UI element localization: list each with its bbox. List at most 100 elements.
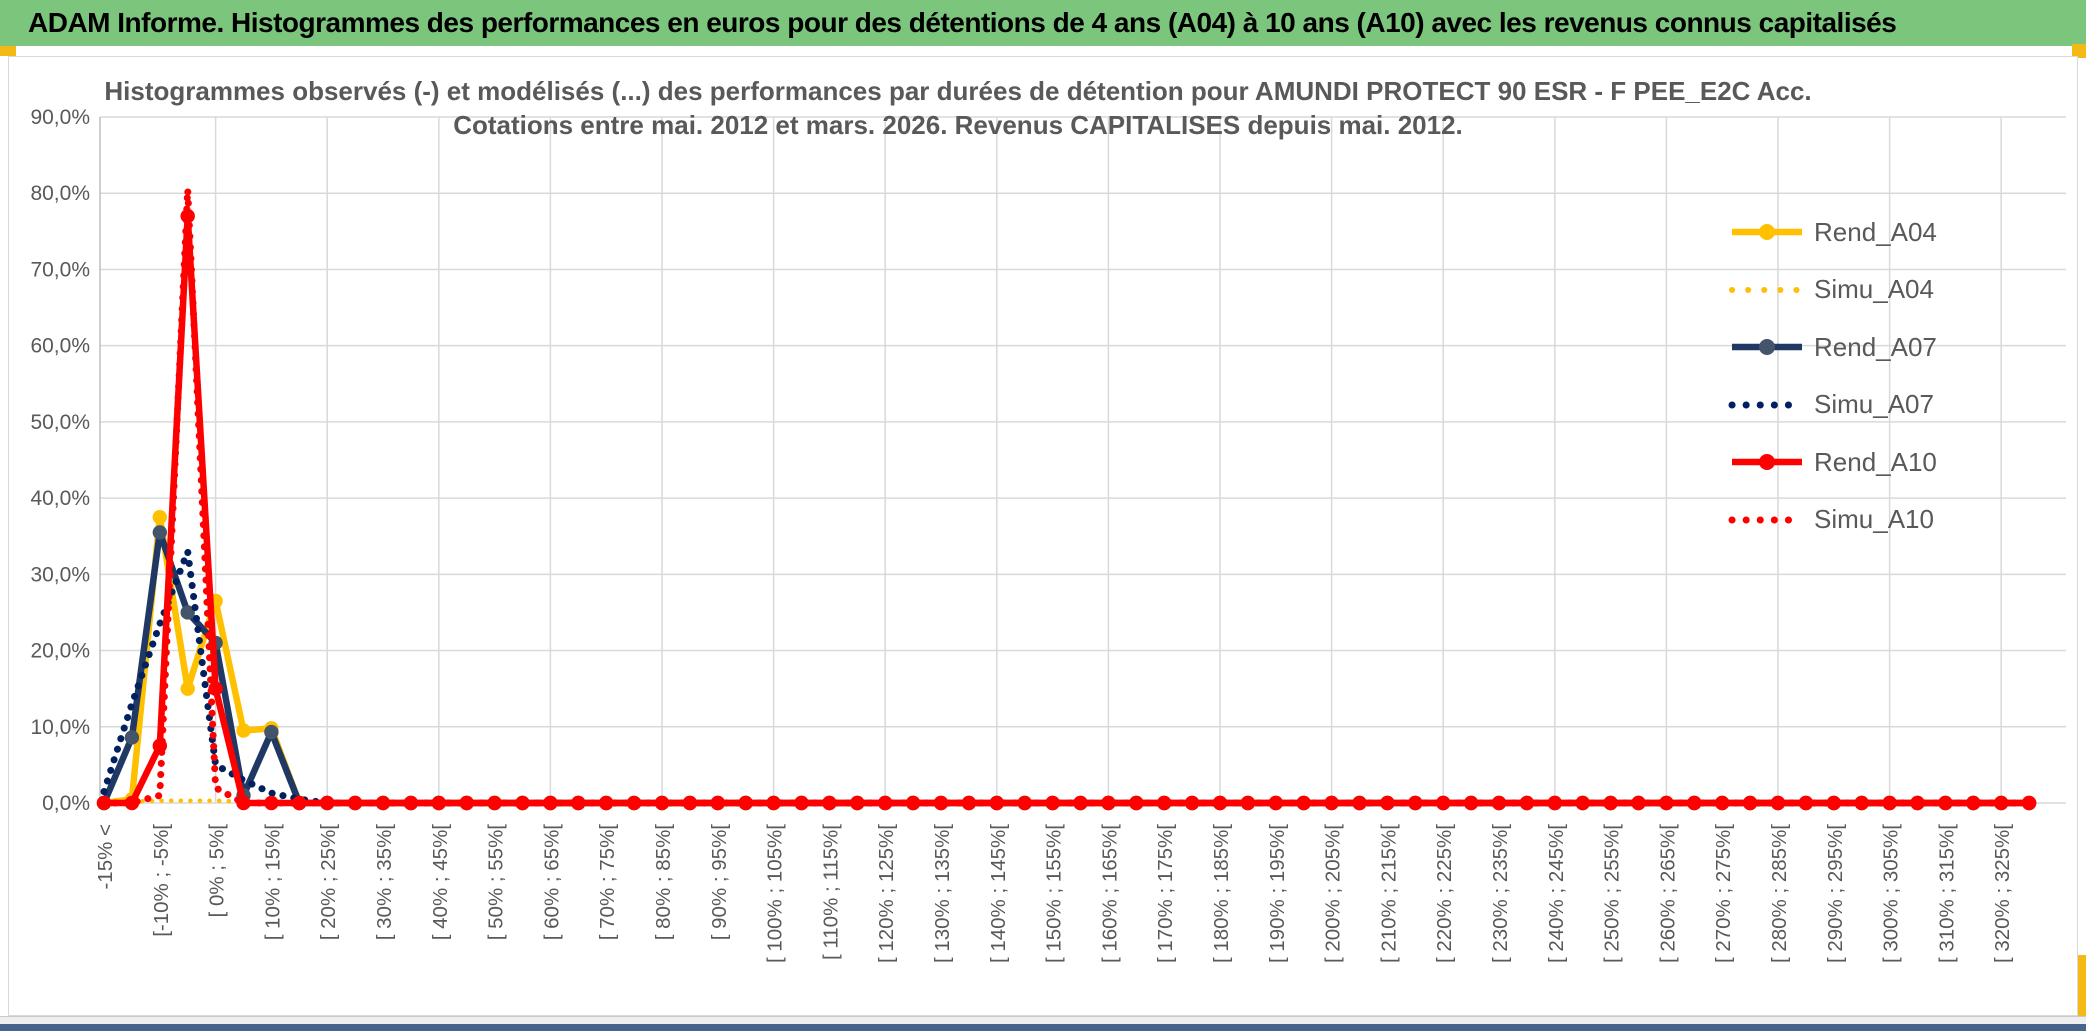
x-tick-label: [ 320% ; 325%[ bbox=[1991, 824, 2014, 963]
x-tick-label: [ 20% ; 25%[ bbox=[317, 824, 340, 941]
x-tick-label: [ 30% ; 35%[ bbox=[373, 824, 396, 941]
x-tick-label: [ 170% ; 175%[ bbox=[1154, 824, 1177, 963]
x-tick-label: [ 50% ; 55%[ bbox=[485, 824, 508, 941]
chart-title-line1: Histogrammes observés (-) et modélisés (… bbox=[104, 76, 1811, 106]
series-lines bbox=[96, 189, 2037, 811]
legend-sample-solid bbox=[1732, 224, 1802, 240]
marker-Rend_A10 bbox=[989, 795, 1004, 811]
x-tick-label: [ 250% ; 255%[ bbox=[1601, 824, 1624, 963]
marker-Rend_A10 bbox=[1045, 795, 1060, 811]
accent-top-right bbox=[2072, 44, 2086, 58]
y-tick-label: 20,0% bbox=[30, 640, 90, 663]
x-tick-label: [ 90% ; 95%[ bbox=[708, 824, 731, 941]
x-tick-label: [ 240% ; 245%[ bbox=[1545, 824, 1568, 963]
chart-area[interactable] bbox=[8, 56, 2078, 1016]
marker-Rend_A10 bbox=[1966, 795, 1981, 811]
marker-Rend_A07 bbox=[180, 605, 195, 620]
x-tick-label: [ 140% ; 145%[ bbox=[987, 824, 1010, 963]
marker-Rend_A10 bbox=[933, 795, 949, 811]
x-tick-label: [-10% ; -5%[ bbox=[150, 824, 173, 937]
y-tick-label: 60,0% bbox=[30, 335, 90, 358]
series-Rend_A07[interactable] bbox=[101, 529, 2030, 807]
legend-label: Simu_A04 bbox=[1814, 274, 1934, 304]
x-tick-label: -15% < bbox=[94, 824, 117, 890]
x-tick-label: [ 110% ; 115%[ bbox=[819, 824, 842, 960]
marker-Rend_A04 bbox=[180, 681, 195, 696]
x-tick-label: [ 130% ; 135%[ bbox=[931, 824, 954, 963]
marker-Rend_A10 bbox=[878, 795, 893, 811]
legend-entry-Rend_A07[interactable]: Rend_A07 bbox=[1728, 319, 1937, 375]
marker-Rend_A04 bbox=[236, 723, 251, 738]
legend-entry-Simu_A04[interactable]: Simu_A04 bbox=[1728, 262, 1934, 318]
x-tick-label: [ 40% ; 45%[ bbox=[429, 824, 452, 941]
x-tick-label: [ 100% ; 105%[ bbox=[764, 824, 787, 963]
marker-Rend_A10 bbox=[1798, 795, 1814, 811]
accent-right-edge bbox=[2076, 955, 2086, 1017]
x-tick-label: [ 60% ; 65%[ bbox=[540, 824, 563, 941]
window-bottom-strip bbox=[0, 1016, 2086, 1025]
legend-label: Simu_A07 bbox=[1814, 389, 1934, 419]
marker-Rend_A10 bbox=[1268, 795, 1284, 811]
legend-label: Simu_A10 bbox=[1814, 504, 1934, 534]
marker-Rend_A10 bbox=[766, 795, 781, 811]
series-Simu_A10[interactable] bbox=[100, 189, 2033, 807]
y-tick-label: 90,0% bbox=[30, 106, 90, 129]
y-tick-label: 10,0% bbox=[30, 716, 90, 739]
marker-Rend_A10 bbox=[292, 795, 307, 811]
marker-Rend_A10 bbox=[1324, 795, 1339, 811]
x-tick-label: [ 150% ; 155%[ bbox=[1043, 824, 1066, 963]
x-tick-label: [ 160% ; 165%[ bbox=[1098, 824, 1121, 963]
chart-title-line2: Cotations entre mai. 2012 et mars. 2026.… bbox=[453, 110, 1463, 140]
y-tick-label: 40,0% bbox=[30, 487, 90, 510]
series-Simu_A07[interactable] bbox=[100, 550, 2033, 807]
marker-Rend_A10 bbox=[1436, 795, 1451, 811]
x-tick-label: [ 180% ; 185%[ bbox=[1210, 824, 1233, 963]
marker-Rend_A10 bbox=[1101, 795, 1116, 811]
marker-Rend_A10 bbox=[1910, 795, 1925, 811]
legend-entry-Rend_A04[interactable]: Rend_A04 bbox=[1728, 204, 1937, 260]
legend-sample-solid bbox=[1732, 339, 1802, 355]
marker-Rend_A07 bbox=[264, 724, 279, 740]
y-tick-label: 30,0% bbox=[30, 563, 90, 586]
marker-Rend_A10 bbox=[1380, 795, 1395, 811]
y-axis-labels: 0,0% 10,0% 20,0% 30,0% 40,0% 50,0% 60,0% 70,0% 8… bbox=[30, 106, 90, 815]
x-tick-label: [ 190% ; 195%[ bbox=[1266, 824, 1289, 963]
legend-sample-dotted bbox=[1728, 516, 1806, 523]
x-tick-label: [ 270% ; 275%[ bbox=[1712, 824, 1735, 963]
legend-entry-Rend_A10[interactable]: Rend_A10 bbox=[1728, 434, 1937, 490]
marker-Rend_A10 bbox=[1212, 795, 1228, 811]
x-tick-label: [ 80% ; 85%[ bbox=[652, 824, 675, 941]
x-axis-labels: -15% < [-10% ; -5%[[ 0% ; 5%[[ 10% ; 15%[… bbox=[94, 824, 2014, 963]
marker-Rend_A10 bbox=[403, 795, 419, 811]
marker-Rend_A10 bbox=[1157, 795, 1172, 811]
y-tick-label: 70,0% bbox=[30, 258, 90, 281]
x-tick-label: [ 260% ; 265%[ bbox=[1656, 824, 1679, 963]
marker-Rend_A10 bbox=[1742, 795, 1758, 811]
marker-Rend_A10 bbox=[710, 795, 725, 811]
marker-Rend_A07 bbox=[152, 525, 167, 540]
x-tick-label: [ 310% ; 315%[ bbox=[1935, 824, 1958, 963]
legend-label: Rend_A04 bbox=[1814, 216, 1937, 247]
x-tick-label: [ 220% ; 225%[ bbox=[1433, 824, 1456, 963]
x-tick-label: [ 70% ; 75%[ bbox=[596, 824, 619, 941]
marker-Rend_A07 bbox=[124, 730, 140, 745]
x-tick-label: [ 120% ; 125%[ bbox=[875, 824, 898, 963]
series-Rend_A04[interactable] bbox=[103, 513, 2030, 807]
legend-entry-Simu_A10[interactable]: Simu_A10 bbox=[1728, 492, 1934, 548]
marker-Rend_A10 bbox=[822, 795, 837, 811]
legend-entry-Simu_A07[interactable]: Simu_A07 bbox=[1728, 377, 1934, 433]
legend-sample-solid bbox=[1732, 454, 1802, 470]
marker-Rend_A10 bbox=[347, 795, 363, 811]
sheet-title-bar: ADAM Informe. Histogrammes des performan… bbox=[0, 0, 2086, 46]
marker-Rend_A04 bbox=[152, 509, 167, 525]
x-tick-label: [ 290% ; 295%[ bbox=[1824, 824, 1847, 963]
y-tick-label: 80,0% bbox=[30, 182, 90, 205]
x-tick-label: [ 280% ; 285%[ bbox=[1768, 824, 1791, 963]
legend-label: Rend_A10 bbox=[1814, 446, 1937, 477]
y-tick-label: 50,0% bbox=[30, 411, 90, 434]
sheet-title: ADAM Informe. Histogrammes des performan… bbox=[28, 7, 1897, 38]
marker-Rend_A10 bbox=[2021, 795, 2037, 811]
accent-top-left bbox=[0, 46, 16, 56]
